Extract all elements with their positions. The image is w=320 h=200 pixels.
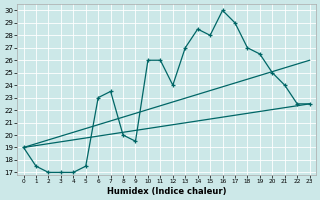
X-axis label: Humidex (Indice chaleur): Humidex (Indice chaleur): [107, 187, 226, 196]
